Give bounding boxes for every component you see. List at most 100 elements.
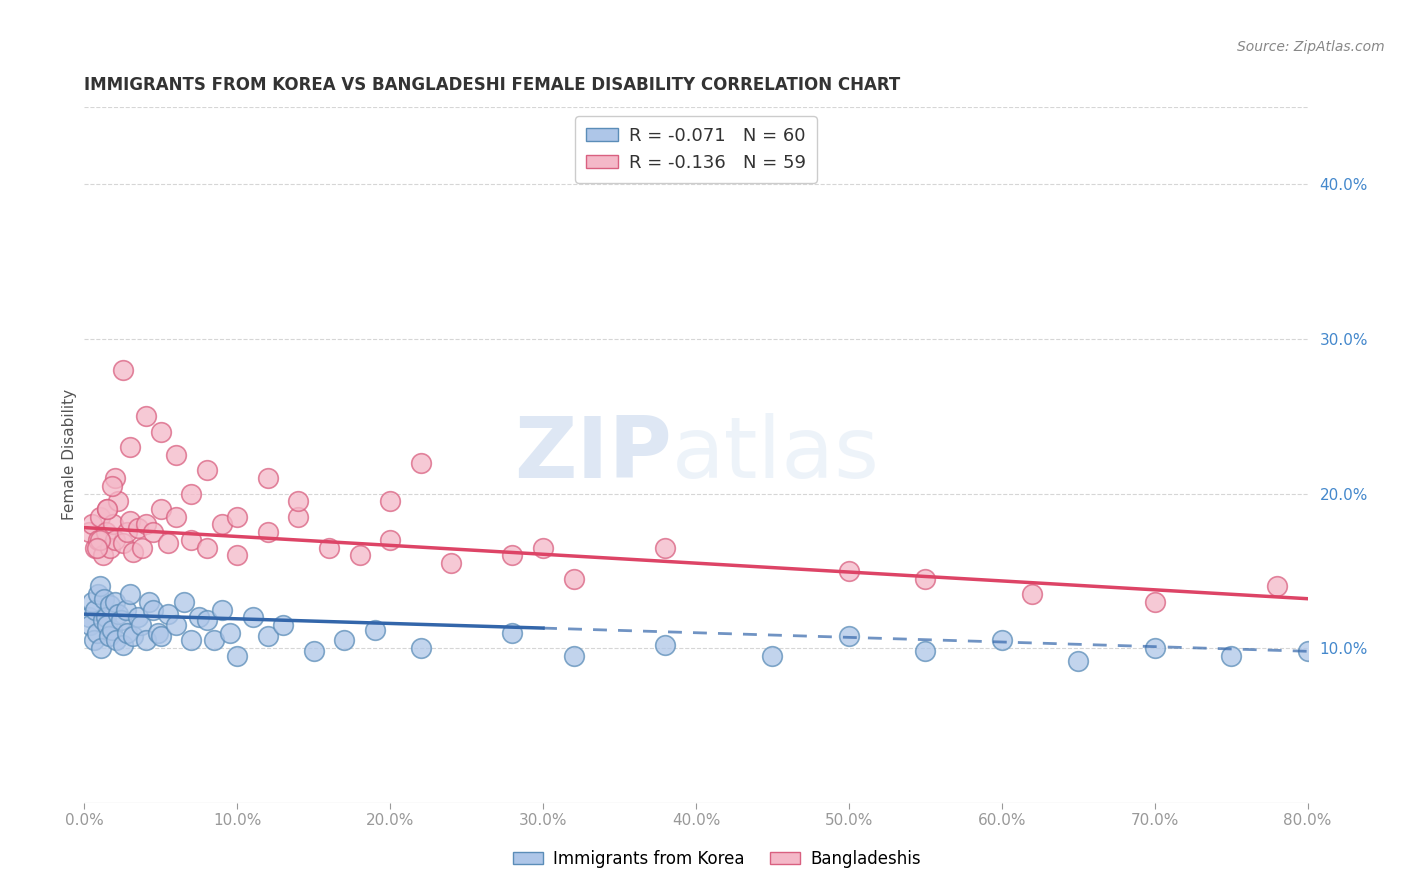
Point: [98, 598, 121, 612]
Point: [120, 440, 142, 454]
Point: [380, 533, 402, 547]
Point: [211, 602, 233, 616]
Point: [80, 595, 103, 609]
Point: [1021, 587, 1043, 601]
Point: [409, 456, 432, 470]
Point: [115, 525, 138, 540]
Point: [101, 479, 124, 493]
Point: [101, 623, 124, 637]
Point: [202, 633, 225, 648]
Point: [93, 591, 115, 606]
Point: [94, 610, 117, 624]
Point: [257, 629, 280, 643]
Point: [77, 525, 100, 540]
Point: [562, 572, 585, 586]
Point: [111, 363, 134, 377]
Point: [98, 541, 121, 555]
Point: [146, 625, 169, 640]
Point: [89, 533, 111, 547]
Point: [180, 633, 202, 648]
Point: [211, 517, 233, 532]
Point: [104, 471, 127, 485]
Point: [89, 579, 111, 593]
Point: [138, 595, 160, 609]
Point: [257, 525, 280, 540]
Point: [135, 409, 157, 424]
Point: [838, 629, 860, 643]
Point: [654, 541, 676, 555]
Point: [165, 448, 187, 462]
Point: [380, 494, 402, 508]
Point: [104, 595, 127, 609]
Point: [79, 618, 101, 632]
Point: [77, 610, 100, 624]
Point: [91, 613, 114, 627]
Point: [142, 602, 165, 616]
Point: [96, 502, 118, 516]
Point: [838, 564, 860, 578]
Point: [271, 618, 294, 632]
Point: [114, 602, 136, 616]
Point: [87, 587, 110, 601]
Point: [86, 541, 108, 555]
Point: [1143, 641, 1166, 656]
Point: [103, 517, 125, 532]
Point: [991, 633, 1014, 648]
Point: [120, 515, 142, 529]
Point: [173, 595, 195, 609]
Point: [195, 613, 218, 627]
Point: [188, 610, 211, 624]
Point: [127, 610, 149, 624]
Point: [94, 525, 117, 540]
Point: [97, 629, 120, 643]
Point: [287, 494, 309, 508]
Legend: Immigrants from Korea, Bangladeshis: Immigrants from Korea, Bangladeshis: [506, 844, 928, 875]
Point: [180, 486, 202, 500]
Point: [149, 629, 172, 643]
Y-axis label: Female Disability: Female Disability: [62, 389, 77, 521]
Point: [761, 648, 783, 663]
Point: [195, 463, 218, 477]
Point: [91, 549, 114, 563]
Point: [84, 602, 107, 616]
Point: [257, 471, 280, 485]
Point: [440, 556, 463, 570]
Point: [287, 509, 309, 524]
Point: [364, 623, 387, 637]
Point: [318, 541, 340, 555]
Point: [914, 572, 936, 586]
Point: [1067, 654, 1090, 668]
Point: [349, 549, 371, 563]
Point: [122, 629, 145, 643]
Point: [302, 644, 325, 658]
Point: [129, 618, 152, 632]
Point: [654, 638, 676, 652]
Point: [502, 625, 524, 640]
Point: [96, 502, 118, 516]
Point: [165, 509, 187, 524]
Point: [157, 536, 180, 550]
Point: [157, 607, 180, 622]
Point: [135, 633, 157, 648]
Point: [107, 494, 129, 508]
Point: [226, 509, 249, 524]
Point: [87, 533, 110, 547]
Text: IMMIGRANTS FROM KOREA VS BANGLADESHI FEMALE DISABILITY CORRELATION CHART: IMMIGRANTS FROM KOREA VS BANGLADESHI FEM…: [84, 77, 901, 95]
Point: [96, 618, 118, 632]
Point: [84, 541, 107, 555]
Point: [1265, 579, 1288, 593]
Point: [127, 520, 149, 534]
Legend: R = -0.071   N = 60, R = -0.136   N = 59: R = -0.071 N = 60, R = -0.136 N = 59: [575, 116, 817, 183]
Point: [165, 618, 187, 632]
Point: [180, 533, 202, 547]
Point: [86, 625, 108, 640]
Point: [149, 425, 172, 439]
Point: [226, 549, 249, 563]
Point: [1220, 648, 1243, 663]
Point: [218, 625, 240, 640]
Point: [242, 610, 264, 624]
Point: [149, 502, 172, 516]
Text: Source: ZipAtlas.com: Source: ZipAtlas.com: [1237, 40, 1385, 54]
Point: [120, 587, 142, 601]
Point: [1296, 644, 1319, 658]
